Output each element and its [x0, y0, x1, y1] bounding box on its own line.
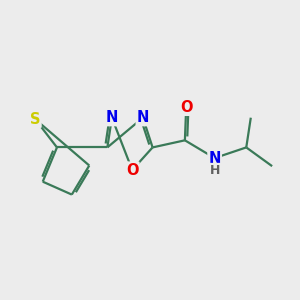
Text: N: N [137, 110, 149, 125]
Text: N: N [106, 110, 118, 125]
Text: S: S [30, 112, 40, 127]
Text: O: O [180, 100, 192, 115]
Text: O: O [126, 163, 139, 178]
Text: H: H [209, 164, 220, 177]
Text: N: N [208, 151, 221, 166]
